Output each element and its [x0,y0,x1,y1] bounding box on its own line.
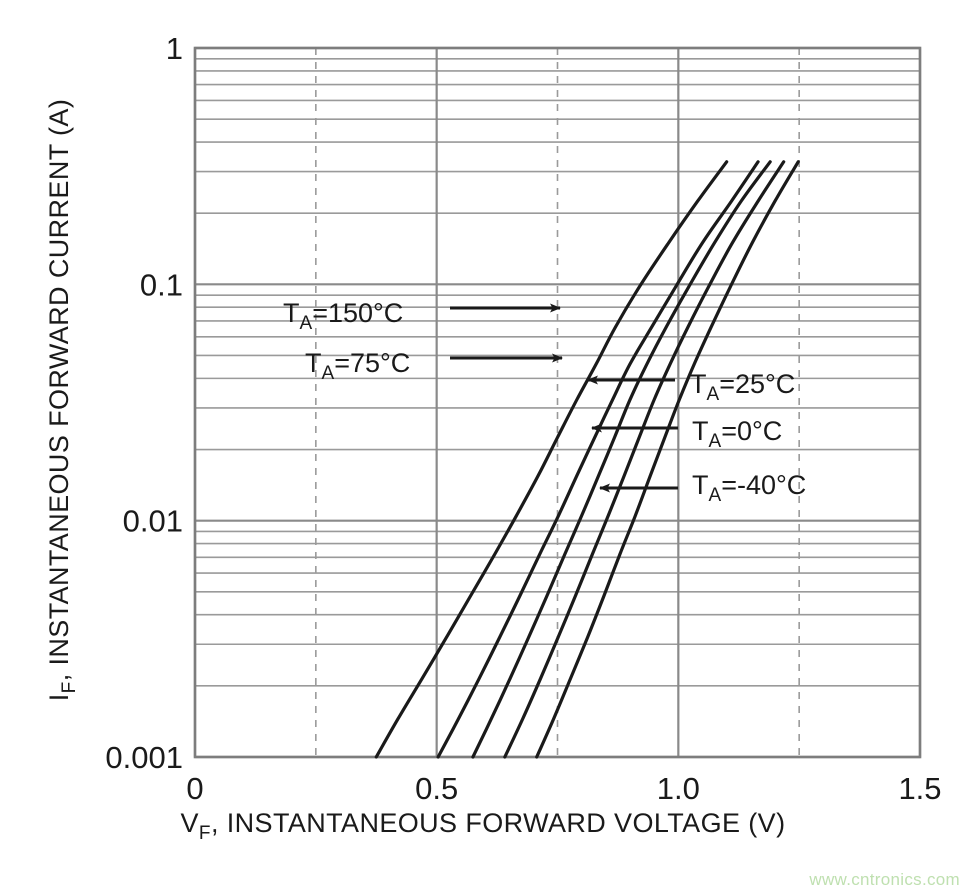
x-axis-title: VF, INSTANTANEOUS FORWARD VOLTAGE (V) [181,808,786,844]
y-tick-label: 0.01 [123,504,183,539]
curve-ta-150c [374,160,729,759]
annotation-label-2: TA=25°C [690,369,795,405]
site-watermark: www.cntronics.com [809,870,960,889]
grid-minor-lines [195,48,920,757]
curve-ta-0c [503,160,786,759]
y-tick-label: 0.001 [105,740,183,775]
annotation-label-4: TA=-40°C [692,470,806,506]
curve-series-group [374,160,800,759]
svg-text:VF, INSTANTANEOUS FORWARD VOLT: VF, INSTANTANEOUS FORWARD VOLTAGE (V) [181,808,786,844]
svg-text:IF, INSTANTANEOUS FORWARD CURR: IF, INSTANTANEOUS FORWARD CURRENT (A) [44,99,80,701]
curve-ta-75c [436,160,760,759]
annotation-label-0: TA=150°C [283,298,403,334]
axis-frame [193,46,922,759]
annotation-label-1: TA=75°C [305,348,410,384]
x-tick-label: 0.5 [415,771,458,806]
annotation-label-3: TA=0°C [692,416,782,452]
curve-ta-25c [471,160,772,759]
curve-ta-40c [535,160,800,759]
x-tick-label: 1.5 [898,771,941,806]
y-tick-label: 1 [166,31,183,66]
y-tick-label: 0.1 [140,267,183,302]
annotation-group: TA=150°C TA=75°C TA=25°C TA=0°C TA=-40°C [283,298,806,506]
tick-label-group: 0.001 0.01 0.1 1 0 0.5 1.0 1.5 [105,31,941,806]
x-tick-label: 1.0 [657,771,700,806]
x-tick-label: 0 [186,771,203,806]
y-axis-title: IF, INSTANTANEOUS FORWARD CURRENT (A) [44,99,80,701]
